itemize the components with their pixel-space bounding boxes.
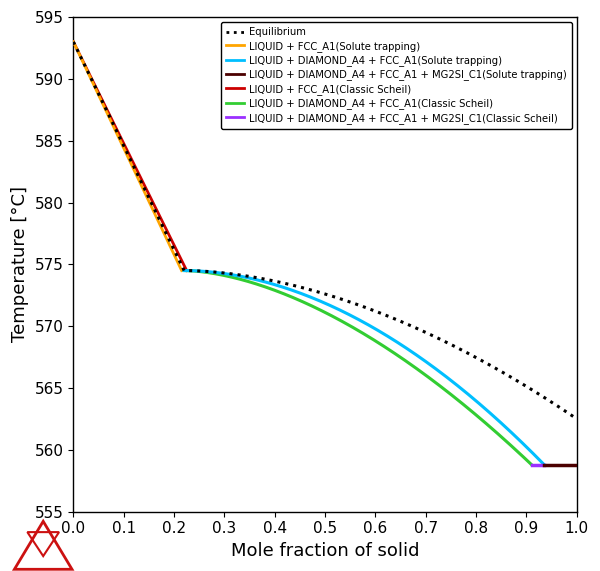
X-axis label: Mole fraction of solid: Mole fraction of solid xyxy=(231,542,419,560)
Legend: Equilibrium, LIQUID + FCC_A1(Solute trapping), LIQUID + DIAMOND_A4 + FCC_A1(Solu: Equilibrium, LIQUID + FCC_A1(Solute trap… xyxy=(221,22,572,128)
Y-axis label: Temperature [°C]: Temperature [°C] xyxy=(11,186,29,343)
